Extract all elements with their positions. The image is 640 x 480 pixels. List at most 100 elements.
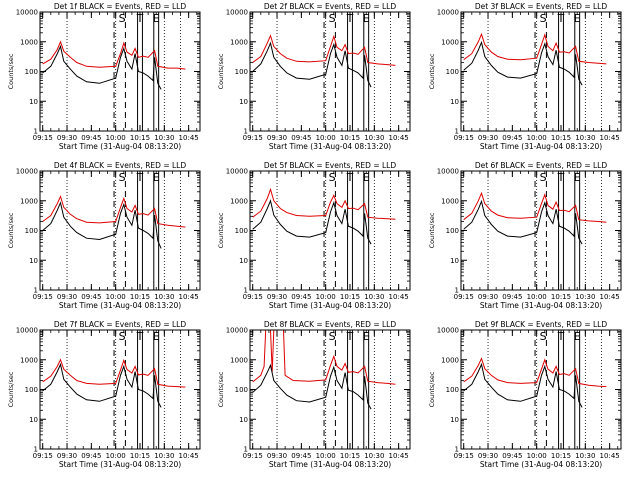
x-tick-label: 09:45 <box>502 293 522 301</box>
y-tick-label: 10000 <box>16 327 38 335</box>
x-tick-label: 09:30 <box>478 134 498 142</box>
x-tick-label: 09:45 <box>291 293 311 301</box>
x-axis-label: Start Time (31-Aug-04 08:13:20) <box>480 460 602 469</box>
panel-title: Det 9f BLACK = Events, RED = LLD <box>475 320 608 329</box>
panel-title: Det 8f BLACK = Events, RED = LLD <box>264 320 397 329</box>
x-tick-label: 10:00 <box>527 293 547 301</box>
y-tick-label: 1 <box>34 128 38 136</box>
series-line-lld <box>42 194 186 228</box>
x-tick-label: 10:00 <box>316 134 336 142</box>
series-line-lld <box>463 191 607 223</box>
y-tick-label: 1000 <box>20 197 38 205</box>
interval-marker-label: T <box>136 171 144 184</box>
series-line-lld <box>252 187 396 220</box>
x-tick-label: 09:45 <box>502 134 522 142</box>
y-tick-label: 100 <box>25 227 38 235</box>
interval-marker-label: T <box>557 330 565 343</box>
x-tick-label: 09:15 <box>454 293 474 301</box>
interval-marker-label: S <box>329 171 336 184</box>
x-tick-label: 09:15 <box>33 134 53 142</box>
y-axis-label: Counts/sec <box>428 53 436 89</box>
x-tick-label: 10:15 <box>340 293 360 301</box>
x-tick-label: 09:45 <box>291 134 311 142</box>
interval-marker-label: E <box>153 330 160 343</box>
y-tick-label: 10 <box>450 98 459 106</box>
x-tick-label: 10:15 <box>551 134 571 142</box>
interval-marker-label: S <box>119 171 126 184</box>
x-tick-label: 10:45 <box>389 134 409 142</box>
y-axis-label: Counts/sec <box>7 371 15 407</box>
x-tick-label: 09:15 <box>33 452 53 460</box>
plot-frame <box>460 329 622 450</box>
y-tick-label: 10 <box>450 416 459 424</box>
x-tick-label: 10:45 <box>389 452 409 460</box>
interval-marker-label: S <box>329 330 336 343</box>
y-tick-label: 100 <box>446 68 459 76</box>
panel-title: Det 1f BLACK = Events, RED = LLD <box>54 2 187 11</box>
x-tick-label: 10:45 <box>179 452 199 460</box>
series-line-events <box>42 362 162 408</box>
series-line-events <box>463 362 583 408</box>
x-tick-label: 10:30 <box>154 452 174 460</box>
series-line-events <box>252 199 372 245</box>
y-axis-label: Counts/sec <box>428 371 436 407</box>
x-axis-label: Start Time (31-Aug-04 08:13:20) <box>269 142 391 151</box>
x-tick-label: 10:45 <box>389 293 409 301</box>
interval-marker-label: T <box>346 330 354 343</box>
x-tick-label: 10:15 <box>130 134 150 142</box>
x-tick-label: 10:45 <box>600 452 620 460</box>
panel-title: Det 4f BLACK = Events, RED = LLD <box>54 161 187 170</box>
y-tick-label: 10 <box>239 416 248 424</box>
plot-frame <box>39 11 201 132</box>
y-tick-label: 1 <box>244 446 248 454</box>
plot-frame <box>460 170 622 291</box>
y-axis-label: Counts/sec <box>217 371 225 407</box>
interval-marker-label: E <box>363 330 370 343</box>
x-axis-label: Start Time (31-Aug-04 08:13:20) <box>59 301 181 310</box>
x-tick-label: 09:30 <box>57 134 77 142</box>
interval-marker-label: E <box>363 171 370 184</box>
x-tick-label: 10:15 <box>130 452 150 460</box>
series-line-events <box>463 40 583 86</box>
interval-marker-label: E <box>574 171 581 184</box>
x-tick-label: 09:30 <box>57 452 77 460</box>
interval-marker-label: S <box>540 330 547 343</box>
x-tick-label: 10:30 <box>364 134 384 142</box>
y-tick-label: 100 <box>235 227 248 235</box>
y-tick-label: 100 <box>446 227 459 235</box>
panel-title: Det 7f BLACK = Events, RED = LLD <box>54 320 187 329</box>
x-tick-label: 10:00 <box>527 134 547 142</box>
y-tick-label: 1 <box>244 287 248 295</box>
y-tick-label: 10000 <box>16 9 38 17</box>
plot-frame <box>39 170 201 291</box>
series-line-lld <box>252 330 396 385</box>
y-tick-label: 100 <box>235 386 248 394</box>
y-axis-label: Counts/sec <box>7 212 15 248</box>
y-tick-label: 10 <box>450 257 459 265</box>
plot-frame <box>460 11 622 132</box>
y-tick-label: 1000 <box>230 197 248 205</box>
y-tick-label: 10 <box>239 257 248 265</box>
y-tick-label: 1 <box>455 446 459 454</box>
series-line-events <box>42 201 162 249</box>
y-tick-label: 1 <box>455 287 459 295</box>
x-tick-label: 10:00 <box>106 452 126 460</box>
y-tick-label: 10 <box>239 98 248 106</box>
x-tick-label: 09:45 <box>81 452 101 460</box>
panel-title: Det 3f BLACK = Events, RED = LLD <box>475 2 608 11</box>
interval-marker-label: S <box>119 12 126 25</box>
series-line-lld <box>42 40 186 70</box>
y-axis-label: Counts/sec <box>7 53 15 89</box>
x-axis-label: Start Time (31-Aug-04 08:13:20) <box>480 301 602 310</box>
y-tick-label: 10 <box>29 98 38 106</box>
x-tick-label: 10:15 <box>551 293 571 301</box>
interval-marker-label: E <box>363 12 370 25</box>
y-tick-label: 1000 <box>441 38 459 46</box>
x-tick-label: 09:30 <box>267 293 287 301</box>
series-line-events <box>252 41 372 88</box>
